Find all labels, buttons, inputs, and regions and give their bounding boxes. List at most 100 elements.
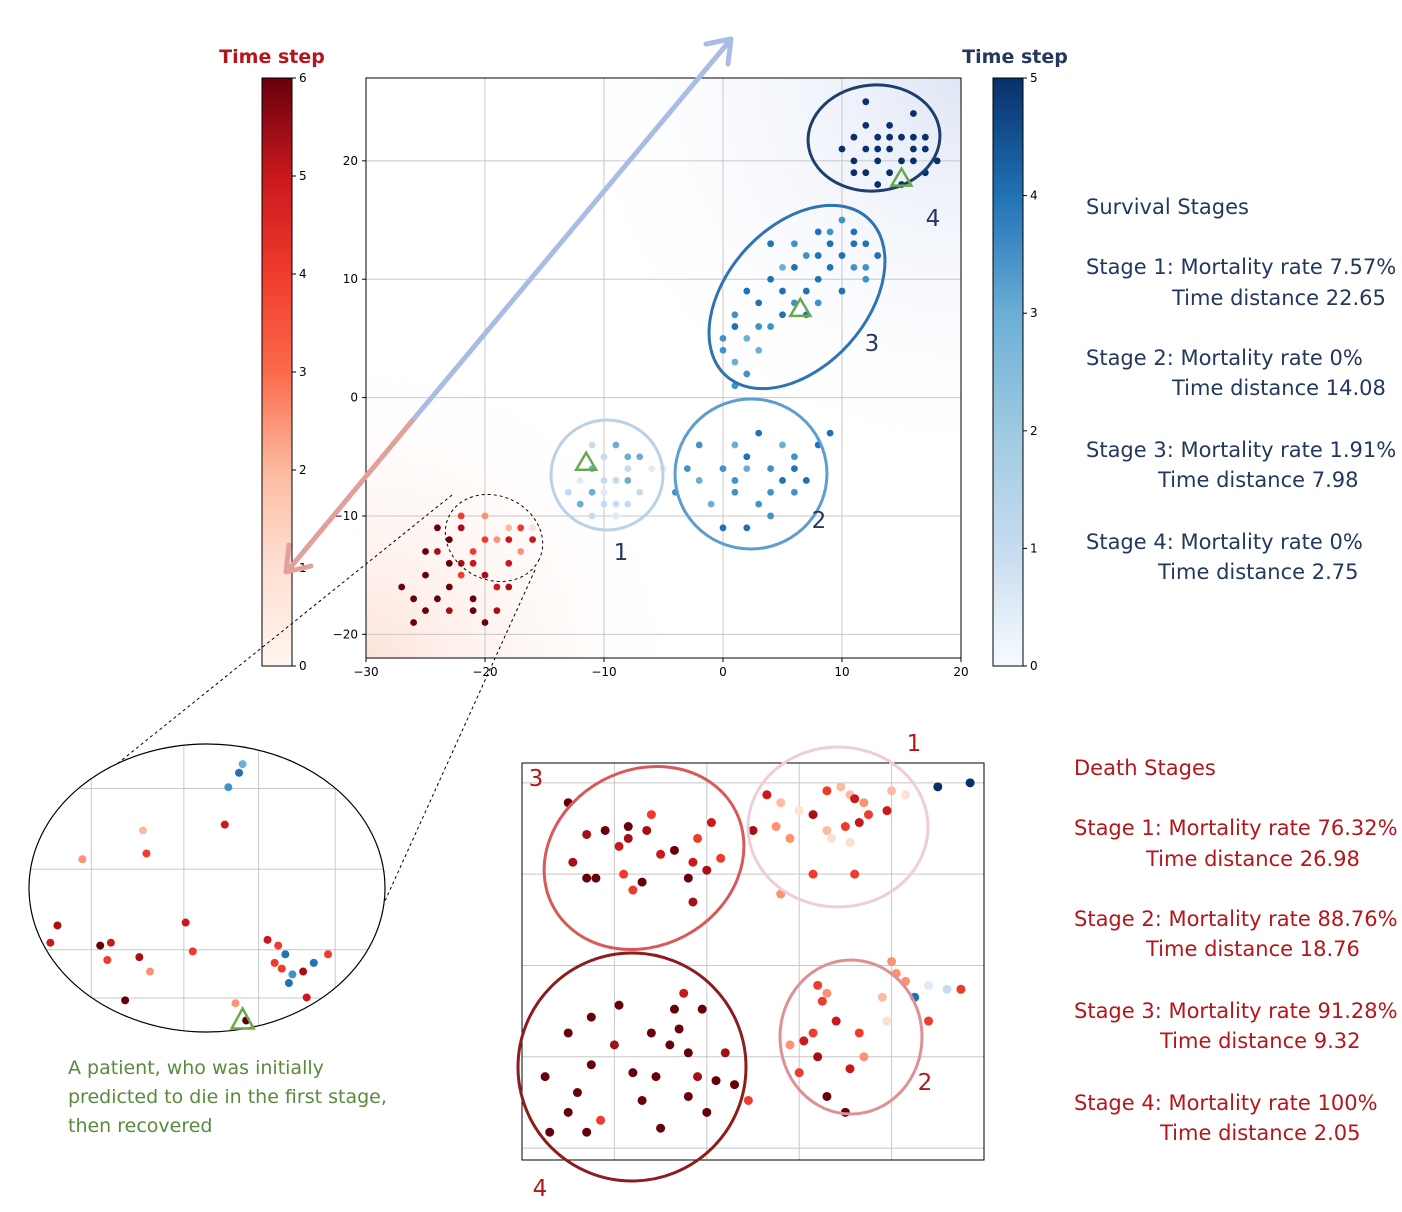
death-point (410, 595, 417, 603)
survival-point (850, 169, 858, 177)
survival-point (874, 133, 882, 141)
survival-cluster-label-2: 2 (812, 508, 827, 534)
annotation-line-1: A patient, who was initially (68, 1057, 324, 1079)
inset-point (181, 918, 190, 927)
death-stage-point (836, 782, 846, 792)
survival-point (612, 500, 620, 508)
death-stage-point (845, 1064, 855, 1074)
x-tick-label: −30 (353, 665, 378, 679)
survival-direction-arrow (409, 41, 730, 424)
death-cluster-label-4: 4 (533, 1176, 548, 1202)
death-stage-point (586, 1012, 596, 1022)
death-stages-title: Death Stages (1074, 756, 1216, 780)
death-stage-point (794, 806, 804, 816)
survival-point (910, 145, 917, 153)
survival-colorbar-ticks: 0 1 2 3 4 5 (1023, 71, 1038, 673)
survival-point (933, 157, 941, 165)
survival-point (719, 465, 727, 473)
death-stage-point (702, 1107, 712, 1117)
survival-point (862, 169, 870, 177)
x-tick-label: −20 (472, 665, 497, 679)
x-tick-label: 0 (719, 665, 727, 679)
death-stage-1-distance: Time distance 26.98 (1145, 847, 1360, 871)
death-stage-2-rate: Stage 2: Mortality rate 88.76% (1074, 907, 1398, 931)
death-point (457, 524, 465, 532)
death-stage-point (609, 1040, 619, 1050)
death-stage-point (965, 778, 975, 788)
death-point (445, 536, 453, 544)
death-stage-point (813, 980, 823, 990)
zoom-inset-patient-marker (229, 1005, 256, 1030)
death-stage-point (669, 1004, 679, 1014)
survival-point (755, 346, 763, 354)
inset-point (78, 855, 87, 864)
survival-stage-3-rate: Stage 3: Mortality rate 1.91% (1086, 438, 1396, 462)
death-stage-point (822, 825, 832, 835)
y-tick-label: 0 (350, 391, 358, 405)
survival-point (874, 252, 882, 259)
death-stage-point (762, 790, 772, 800)
death-stage-4-ellipse (516, 951, 748, 1183)
survival-point (743, 453, 751, 461)
death-colorbar (261, 77, 293, 667)
survival-point (743, 524, 751, 532)
death-point (505, 524, 513, 532)
death-point (445, 607, 453, 615)
survival-point (814, 299, 822, 307)
survival-point (791, 240, 798, 248)
death-stage-point (646, 810, 656, 820)
survival-point (767, 465, 774, 473)
death-stage-point (586, 1060, 596, 1070)
zoom-connector-right (379, 569, 536, 913)
death-point (517, 524, 525, 532)
death-colorbar-tick-label: 2 (299, 463, 307, 477)
death-stage-point (900, 790, 910, 800)
death-point (457, 571, 465, 579)
survival-point (874, 181, 882, 188)
death-point (481, 512, 489, 520)
death-stage-4-rate: Stage 4: Mortality rate 100% (1074, 1091, 1378, 1115)
death-point (529, 536, 536, 544)
death-stage-point (614, 841, 624, 851)
death-stage-point (808, 1028, 818, 1038)
death-stage-point (748, 825, 758, 835)
death-point (434, 595, 441, 603)
survival-point (838, 252, 846, 259)
death-colorbar-tick-label: 5 (299, 169, 307, 183)
death-point (493, 607, 501, 615)
death-stage-point (877, 992, 887, 1002)
survival-colorbar-title: Time step (962, 46, 1068, 68)
inset-point (231, 999, 240, 1008)
death-stage-4-distance: Time distance 2.05 (1159, 1121, 1360, 1145)
death-point (493, 583, 501, 591)
patient-marker-triangle (573, 450, 599, 471)
zoom-inset-outline (28, 743, 386, 1033)
survival-point (719, 335, 727, 342)
death-point (434, 548, 441, 555)
death-stage-point (716, 853, 726, 863)
survival-point (910, 157, 917, 165)
death-stage-point (854, 1028, 864, 1038)
inset-point (35, 947, 44, 956)
death-stage-point (882, 1016, 892, 1026)
survival-point (588, 441, 596, 449)
death-stage-point (568, 857, 578, 867)
survival-point (910, 110, 917, 117)
death-plot-frame (521, 762, 985, 1161)
survival-point (743, 287, 751, 295)
survival-point (791, 465, 798, 473)
survival-point (921, 145, 929, 153)
death-stage-point (683, 1091, 693, 1101)
zoom-inset (28, 743, 386, 1033)
survival-stage-2-ellipse (673, 397, 829, 551)
survival-point (791, 453, 798, 461)
inset-point (135, 953, 144, 962)
death-point (434, 524, 441, 532)
survival-point (886, 121, 893, 129)
survival-point (695, 441, 703, 449)
death-stage-point (669, 845, 679, 855)
death-stage-point (799, 1036, 809, 1046)
death-stage-point (688, 897, 698, 907)
survival-point (898, 133, 905, 141)
survival-point (755, 429, 763, 437)
